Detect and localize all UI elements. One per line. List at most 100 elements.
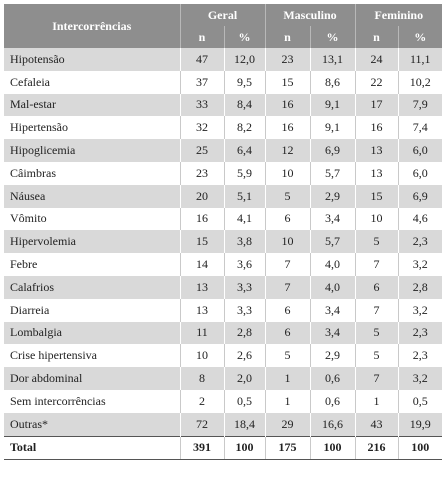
cell: 32 [180,116,225,140]
cell: 100 [224,435,266,461]
cell: 5,7 [310,230,356,254]
row-label: Febre [4,253,181,276]
cell: 5 [265,184,311,208]
row-label: Câimbras [4,161,181,185]
cell: 2,3 [398,321,443,345]
cell: 6,4 [224,139,266,162]
cell: 8 [180,367,225,390]
row-label: Dor abdominal [4,367,181,390]
cell: 1 [265,389,311,413]
cell: 3,8 [224,230,266,254]
cell: 5,7 [310,161,356,185]
cell: 5 [355,321,399,345]
group-header: Geral [180,4,266,26]
cell: 4,6 [412,211,428,226]
table-row: Mal-estar 33 8,4 16 9,1 17 7,9 [4,93,443,117]
table-row: Hipoglicemia 25 6,4 12 6,9 13 6,0 [4,139,443,162]
row-label: Vômito [4,207,181,231]
sub-header: % [224,26,266,48]
cell: 391 [180,435,225,461]
cell: 13,1 [310,48,356,71]
cell: 2,0 [224,367,266,390]
row-label: Crise hipertensiva [4,344,181,368]
cell: 2,9 [310,184,356,208]
cell: 12,0 [224,48,266,71]
cell: 0,5 [224,389,266,413]
table-row: Calafrios 13 3,3 7 4,0 6 2,8 [4,275,443,299]
cell: 16 [265,93,311,117]
table-row: Total 391 100 175 100 216 100 [4,435,443,461]
cell: 12 [265,139,311,162]
cell: 43 [355,412,399,437]
cell: 18,4 [224,412,266,437]
cell: 9,1 [310,116,356,140]
group-header: Feminino [355,4,443,26]
row-label: Diarreia [4,298,181,322]
cell: 19,9 [398,412,443,437]
cell: 4,0 [310,253,356,276]
cell: 6,9 [310,139,356,162]
cell: 22 [355,70,399,94]
cell: 47 [180,48,225,71]
cell: 24 [355,48,399,71]
cell: 8,6 [310,70,356,94]
cell: 16 [355,116,399,140]
cell: 6 [265,207,311,231]
cell: 3,4 [310,298,356,322]
table-row: Cefaleia 37 9,5 15 8,6 22 10,2 [4,70,442,94]
cell: 100 [398,435,443,461]
cell: 5 [355,344,399,368]
cell: 15 [265,70,311,94]
cell: 11,1 [398,48,443,71]
data-table: Intercorrências Geral Masculino Feminino… [4,4,443,461]
cell: 3,4 [310,321,356,345]
cell: 3,2 [412,302,428,317]
cell: 16 [180,207,225,231]
cell: 23 [180,161,225,185]
row-label: Outras* [4,412,181,437]
table-row: Náusea 20 5,1 5 2,9 15 6,9 [4,184,443,208]
cell: 2,8 [224,321,266,345]
cell: 15 [180,230,225,254]
cell: 7 [355,298,399,322]
cell: 11 [180,321,225,345]
table-row: Câimbras 23 5,9 10 5,7 13 6,0 [4,161,442,185]
cell: 6 [265,298,311,322]
row-label: Mal-estar [4,93,181,117]
sub-header: % [310,26,356,48]
cell: 14 [180,253,225,276]
cell: 2,3 [412,348,428,363]
header-title: Intercorrências [4,4,181,48]
cell: 3,2 [412,257,428,272]
table-row: Sem intercorrências 2 0,5 1 0,6 1 0,5 [4,389,442,413]
row-label: Hipotensão [4,48,181,71]
cell: 13 [355,161,399,185]
group-header: Masculino [265,4,356,26]
table-row: Lombalgia 11 2,8 6 3,4 5 2,3 [4,321,443,345]
cell: 0,5 [412,393,428,408]
cell: 6,9 [398,184,443,208]
row-label: Calafrios [4,275,181,299]
row-label: Hipoglicemia [4,139,181,162]
row-label: Sem intercorrências [4,389,181,413]
sub-header: n [265,26,311,48]
cell: 9,1 [310,93,356,117]
cell: 2,3 [398,230,443,254]
cell: 2,8 [398,275,443,299]
table-row: Hipertensão 32 8,2 16 9,1 16 7,4 [4,116,442,140]
cell: 1 [265,367,311,390]
cell: 0,6 [310,367,356,390]
cell: 7,4 [412,120,428,135]
cell: 20 [180,184,225,208]
row-label: Lombalgia [4,321,181,345]
cell: 0,6 [310,389,356,413]
row-label: Cefaleia [4,70,181,94]
cell: 3,2 [398,367,443,390]
cell: 13 [180,275,225,299]
table-row: Outras* 72 18,4 29 16,6 43 19,9 [4,412,443,437]
cell: 10 [265,230,311,254]
cell: 9,5 [224,70,266,94]
cell: 2,9 [310,344,356,368]
table-row: Febre 14 3,6 7 4,0 7 3,2 [4,253,442,276]
